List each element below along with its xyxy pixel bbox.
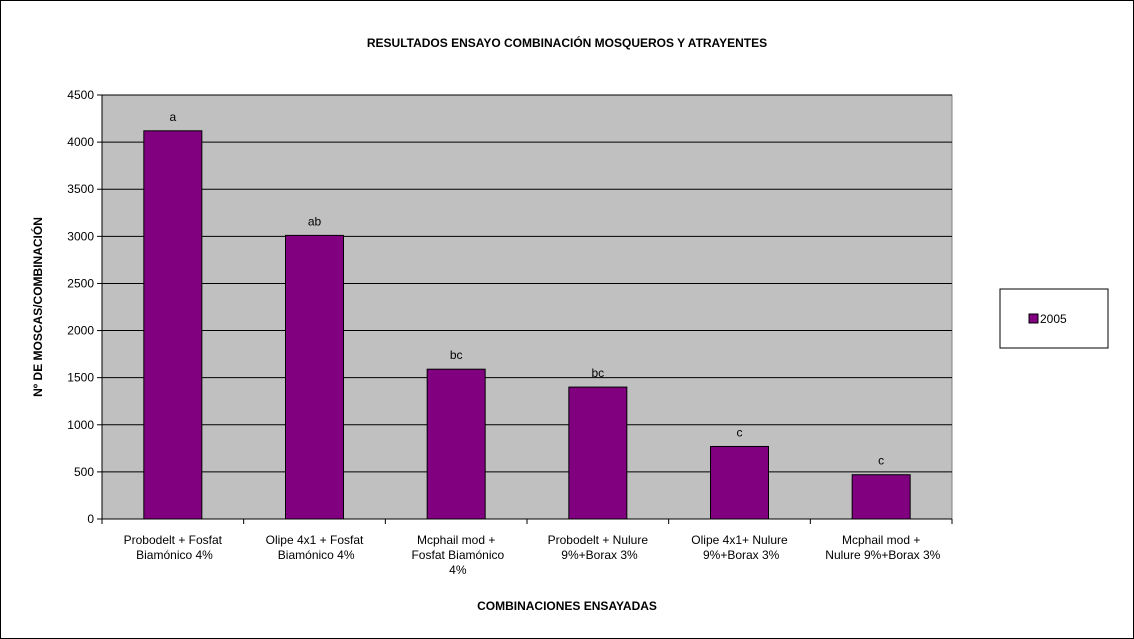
bar [851,474,911,520]
bar-annotation: bc [450,348,463,362]
legend-swatch [1028,313,1039,324]
x-tick-label: Mcphail mod + Nulure 9%+Borax 3% [822,533,941,562]
bar [426,368,486,520]
y-tick-label: 4000 [67,135,94,149]
x-tick-label: Mcphail mod + Fosfat Biamónico 4% [408,533,504,577]
y-tick-label: 1000 [67,418,94,432]
y-tick-label: 4500 [67,88,94,102]
bar-annotation: c [878,454,884,468]
bar-annotation: bc [591,366,604,380]
bar [285,234,344,520]
y-tick-label: 0 [87,512,94,526]
x-tick-label: Olipe 4x1+ Nulure 9%+Borax 3% [691,533,788,562]
chart-title: RESULTADOS ENSAYO COMBINACIÓN MOSQUEROS … [367,35,767,50]
x-tick-label: Probodelt + Nulure 9%+Borax 3% [548,533,649,562]
y-tick-label: 3500 [67,182,94,196]
y-tick-label: 2500 [67,276,94,290]
y-tick-label: 1500 [67,371,94,385]
y-tick-label: 500 [74,465,94,479]
x-tick-label: Olipe 4x1 + Fosfat Biamónico 4% [266,533,364,562]
x-axis-label: COMBINACIONES ENSAYADAS [477,599,657,613]
y-tick-label: 2000 [67,324,94,338]
bar [710,445,769,520]
x-tick-label: Probodelt + Fosfat Biamónico 4% [124,533,223,562]
legend-label: 2005 [1040,312,1067,326]
y-tick-label: 3000 [67,229,94,243]
bar-annotation: ab [308,214,322,228]
bar [568,386,628,520]
bar [143,130,203,520]
legend [999,288,1109,349]
y-axis-label: Nº DE MOSCAS/COMBINACIÓN [30,217,45,397]
bar-annotation: a [169,110,176,124]
bar-annotation: c [737,425,743,439]
plot-area [101,94,953,520]
